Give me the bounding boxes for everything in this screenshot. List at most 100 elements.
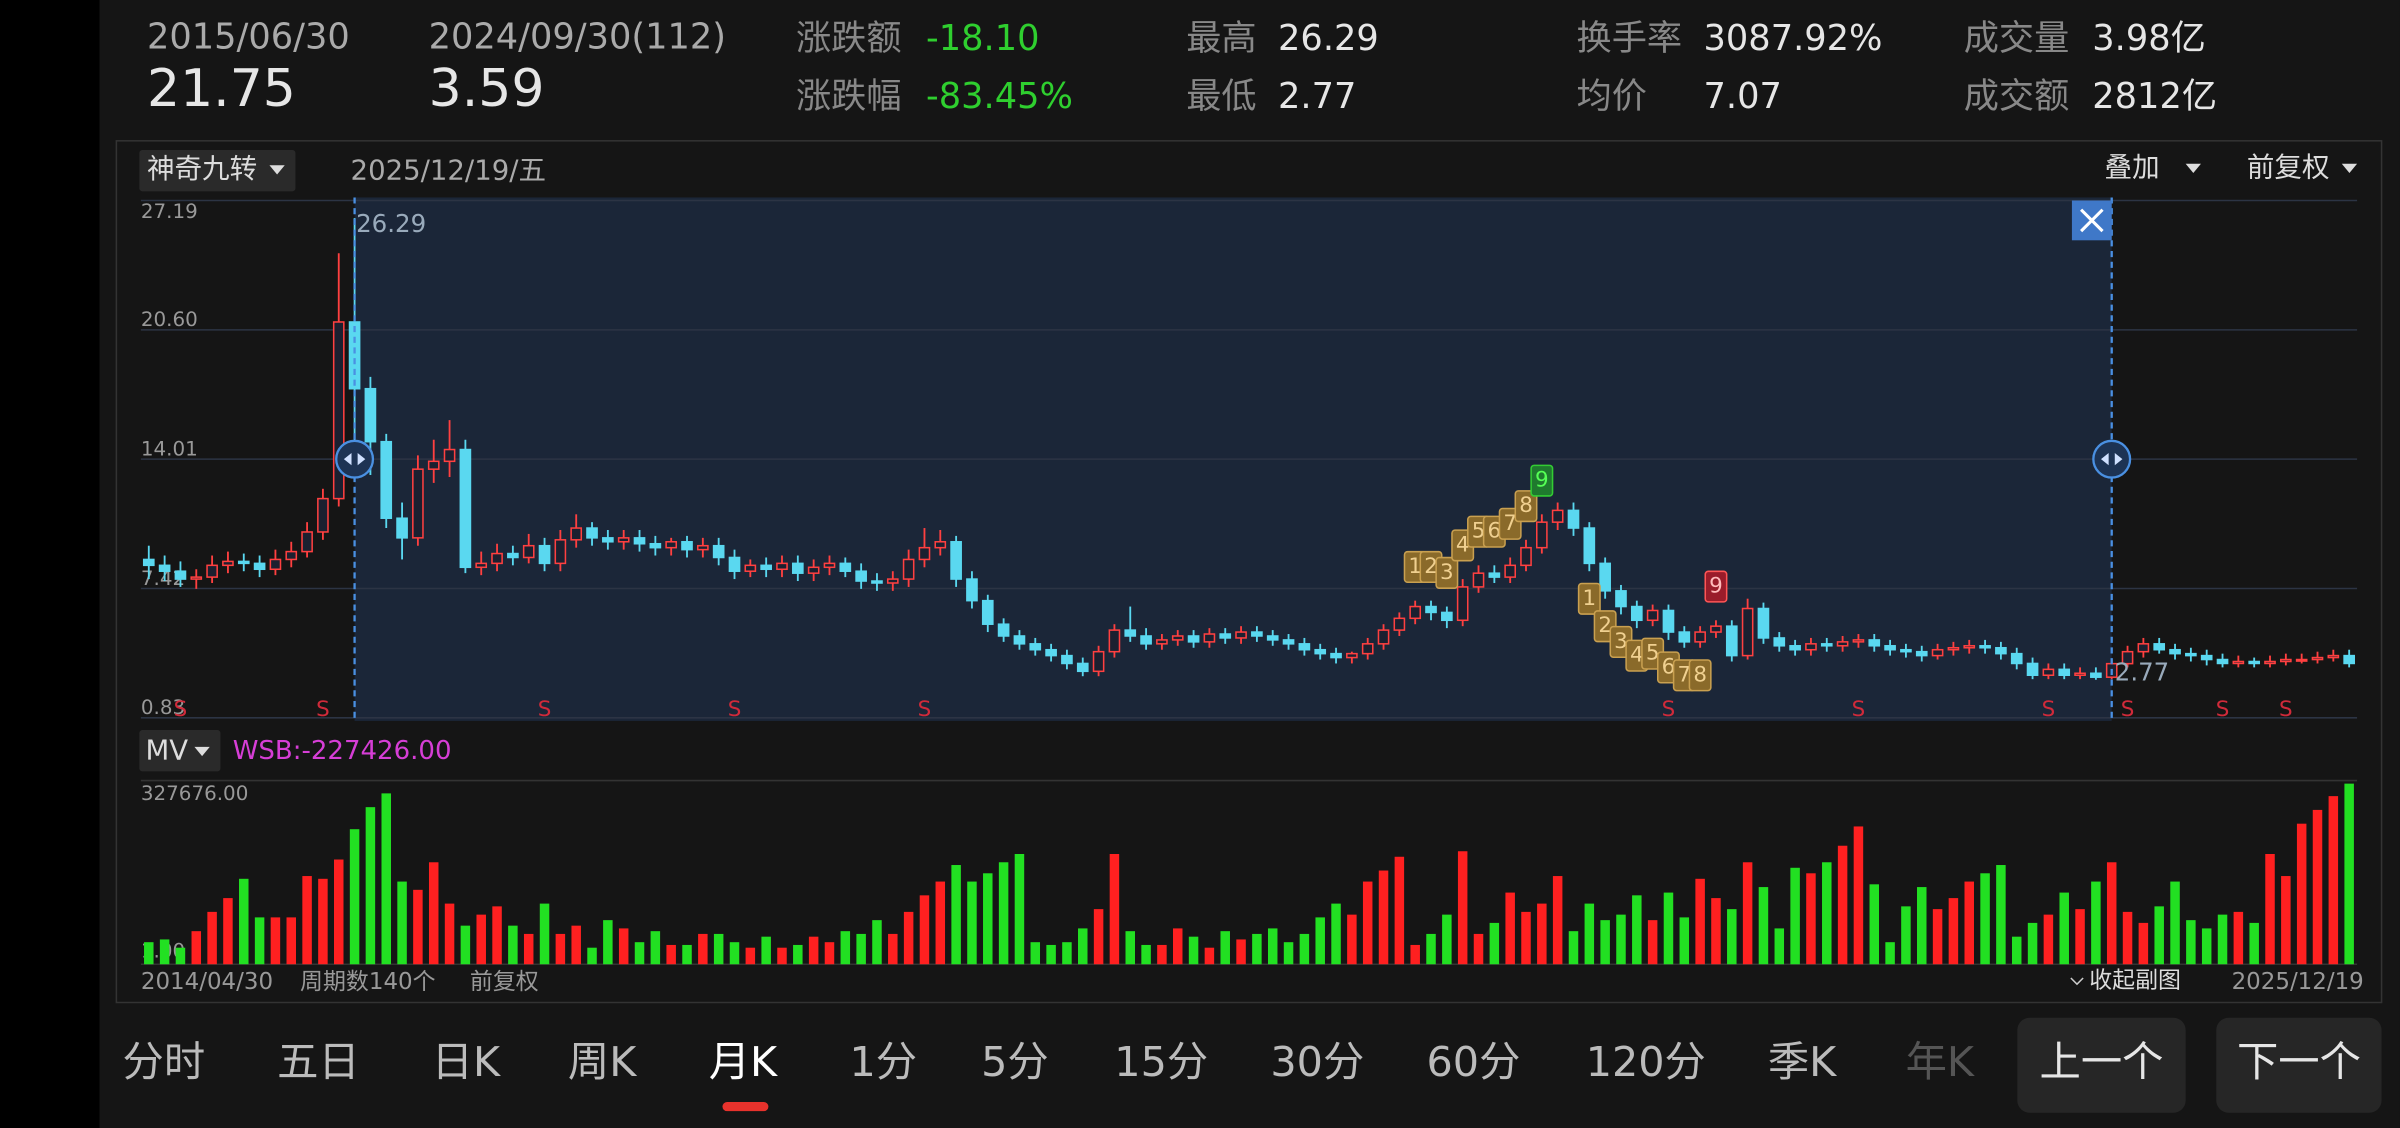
range-handle[interactable]: [335, 439, 375, 479]
candle-body: [459, 448, 472, 569]
volume-bar: [618, 928, 629, 965]
candle-body: [1298, 643, 1311, 651]
candle-body: [190, 576, 203, 580]
volume-bar: [1869, 884, 1880, 965]
nine-turn-count: 7: [1503, 511, 1517, 536]
volume-bar: [1473, 933, 1484, 965]
volume-bar: [1426, 933, 1436, 965]
candle-body: [1140, 635, 1152, 645]
prev-label[interactable]: 上一个: [2040, 1038, 2164, 1086]
volume-bar: [1125, 931, 1136, 965]
candle-body: [1377, 629, 1390, 645]
volume-bar: [1157, 944, 1167, 965]
tab[interactable]: 120分: [1586, 1038, 1706, 1086]
tab[interactable]: 月K: [709, 1038, 778, 1086]
stat-value: 2812亿: [2092, 76, 2217, 117]
volume-bar: [1742, 862, 1753, 965]
volume-bar: [144, 942, 154, 965]
candle-body: [2343, 654, 2355, 665]
nine-turn-count: 2: [1424, 554, 1438, 579]
candle-body: [554, 539, 567, 565]
volume-bar: [1252, 933, 1262, 965]
volume-bar: [1236, 939, 1246, 965]
tab[interactable]: 30分: [1270, 1038, 1364, 1086]
volume-bar: [761, 936, 771, 965]
indicator-button[interactable]: [139, 149, 296, 192]
range-handle[interactable]: [2092, 439, 2132, 479]
sub-indicator[interactable]: MV: [145, 734, 188, 766]
candle-body: [839, 562, 852, 572]
tab[interactable]: 季K: [1768, 1038, 1837, 1086]
tab[interactable]: 周K: [568, 1038, 637, 1086]
indicator-name[interactable]: 神奇九转: [147, 153, 257, 185]
tab[interactable]: 年K: [1906, 1038, 1975, 1086]
adjust-button[interactable]: 前复权: [2247, 151, 2330, 183]
candle-body: [950, 541, 962, 580]
candle-body: [776, 562, 788, 571]
volume-bar: [919, 895, 930, 965]
volume-bar: [492, 906, 502, 965]
candle-body: [2137, 643, 2150, 653]
candle-body: [1630, 605, 1643, 622]
volume-bar: [1885, 942, 1895, 965]
next-button[interactable]: [2216, 1017, 2382, 1113]
tab[interactable]: 5分: [981, 1038, 1049, 1086]
candle-body: [2295, 658, 2308, 662]
nine-turn-count: 1: [1583, 586, 1597, 611]
volume-bar: [1790, 867, 1800, 965]
nine-turn-count: 6: [1662, 654, 1676, 679]
volume-bar: [1727, 909, 1737, 965]
candle-body: [1251, 631, 1263, 637]
candle-body: [1536, 521, 1548, 549]
candle-body: [2010, 652, 2023, 665]
footer-periods: 周期数140个: [300, 969, 436, 995]
nine-turn-count: 9: [1535, 468, 1549, 493]
tab[interactable]: 1分: [850, 1038, 918, 1086]
collapse-button[interactable]: 收起副图: [2089, 968, 2181, 994]
volume-bar: [666, 944, 676, 965]
candle-body: [1995, 646, 2007, 655]
stat-value: 7.07: [1704, 76, 1782, 117]
tab[interactable]: 日K: [432, 1038, 501, 1086]
candle-body: [1013, 635, 1026, 645]
tab[interactable]: 60分: [1427, 1038, 1521, 1086]
tab[interactable]: 分时: [123, 1038, 206, 1086]
candle-body: [1520, 546, 1532, 567]
nine-turn-count: 4: [1456, 532, 1470, 557]
candle-body: [2058, 668, 2071, 676]
candle-body: [1314, 648, 1327, 655]
y-tick-label: 27.19: [141, 200, 198, 223]
volume-bar: [1078, 928, 1088, 965]
candle-body: [1330, 652, 1342, 659]
tab[interactable]: 五日: [277, 1038, 360, 1086]
nine-turn-count: 5: [1472, 519, 1486, 544]
stat-value: 2.77: [1278, 76, 1356, 117]
volume-bar: [698, 933, 708, 965]
overlay-button[interactable]: 叠加: [2105, 151, 2160, 183]
candle-body: [1393, 617, 1406, 631]
candle-body: [538, 544, 551, 565]
volume-bar: [998, 862, 1009, 965]
tab[interactable]: 15分: [1114, 1038, 1208, 1086]
nine-turn-count: 4: [1630, 643, 1644, 668]
volume-bar: [2296, 823, 2307, 965]
volume-bar: [1489, 922, 1500, 965]
next-label[interactable]: 下一个: [2237, 1038, 2361, 1086]
volume-bar: [302, 876, 312, 965]
volume-bar: [1932, 909, 1943, 965]
candle-body: [665, 541, 678, 549]
prev-button[interactable]: [2017, 1017, 2186, 1113]
volume-bar: [191, 931, 202, 965]
y-tick-label: 14.01: [141, 437, 198, 460]
sub-indicator-button[interactable]: [139, 730, 221, 772]
volume-bar: [1647, 920, 1658, 965]
volume-bar: [2170, 881, 2180, 965]
volume-bar: [745, 947, 756, 965]
close-icon: [2080, 208, 2104, 233]
stat-label: 涨跌额: [796, 18, 902, 59]
dropdown-arrow: [2185, 163, 2201, 173]
candle-body: [1868, 639, 1881, 647]
volume-bar: [460, 925, 471, 965]
nine-turn-count: 8: [1693, 662, 1707, 687]
candle-body: [412, 468, 424, 539]
